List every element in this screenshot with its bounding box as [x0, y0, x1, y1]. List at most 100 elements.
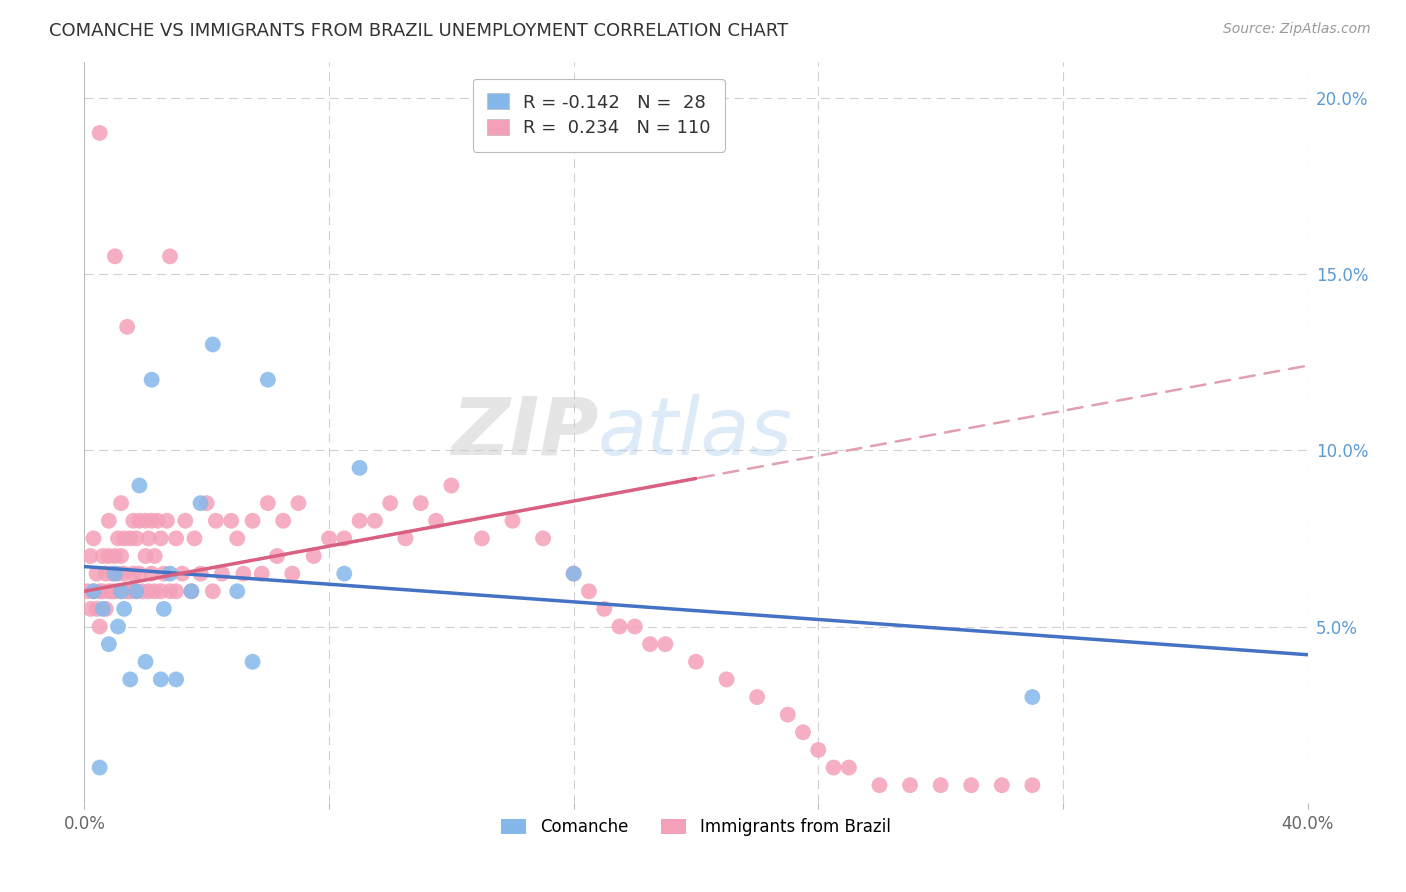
Point	[190, 496, 212, 510]
Point	[609, 619, 631, 633]
Point	[195, 496, 218, 510]
Point	[89, 126, 111, 140]
Point	[165, 584, 187, 599]
Point	[219, 514, 242, 528]
Point	[135, 655, 157, 669]
Point	[101, 584, 124, 599]
Point	[364, 514, 387, 528]
Point	[471, 532, 494, 546]
Point	[149, 673, 172, 687]
Point	[115, 584, 138, 599]
Point	[991, 778, 1014, 792]
Point	[165, 532, 187, 546]
Point	[593, 602, 616, 616]
Point	[143, 549, 166, 563]
Point	[110, 549, 132, 563]
Point	[112, 532, 135, 546]
Point	[97, 584, 120, 599]
Point	[138, 584, 160, 599]
Point	[122, 566, 145, 581]
Point	[153, 602, 176, 616]
Point	[153, 566, 176, 581]
Point	[638, 637, 661, 651]
Point	[960, 778, 983, 792]
Point	[79, 549, 101, 563]
Point	[211, 566, 233, 581]
Point	[94, 602, 117, 616]
Point	[110, 584, 132, 599]
Point	[97, 637, 120, 651]
Point	[107, 566, 129, 581]
Point	[141, 514, 163, 528]
Point	[776, 707, 799, 722]
Point	[394, 532, 416, 546]
Point	[180, 584, 202, 599]
Point	[869, 778, 891, 792]
Point	[232, 566, 254, 581]
Point	[125, 532, 148, 546]
Point	[747, 690, 769, 704]
Point	[562, 566, 585, 581]
Point	[104, 584, 127, 599]
Point	[120, 584, 142, 599]
Point	[380, 496, 402, 510]
Point	[333, 566, 356, 581]
Point	[91, 549, 114, 563]
Point	[110, 584, 132, 599]
Point	[349, 514, 371, 528]
Point	[89, 760, 111, 774]
Point	[898, 778, 921, 792]
Point	[624, 619, 647, 633]
Point	[792, 725, 814, 739]
Point	[172, 566, 194, 581]
Point	[409, 496, 432, 510]
Point	[104, 249, 127, 263]
Point	[425, 514, 447, 528]
Point	[242, 514, 264, 528]
Point	[318, 532, 340, 546]
Point	[174, 514, 197, 528]
Point	[135, 514, 157, 528]
Point	[159, 249, 181, 263]
Point	[112, 566, 135, 581]
Text: COMANCHE VS IMMIGRANTS FROM BRAZIL UNEMPLOYMENT CORRELATION CHART: COMANCHE VS IMMIGRANTS FROM BRAZIL UNEMP…	[49, 22, 789, 40]
Point	[128, 566, 150, 581]
Point	[83, 584, 105, 599]
Point	[135, 549, 157, 563]
Point	[201, 337, 224, 351]
Point	[201, 584, 224, 599]
Point	[131, 584, 153, 599]
Point	[838, 760, 860, 774]
Point	[94, 566, 117, 581]
Point	[156, 514, 179, 528]
Point	[122, 514, 145, 528]
Point	[531, 532, 554, 546]
Point	[266, 549, 288, 563]
Point	[807, 743, 830, 757]
Point	[654, 637, 676, 651]
Text: Source: ZipAtlas.com: Source: ZipAtlas.com	[1223, 22, 1371, 37]
Point	[165, 673, 187, 687]
Point	[97, 549, 120, 563]
Legend: Comanche, Immigrants from Brazil: Comanche, Immigrants from Brazil	[495, 811, 897, 843]
Point	[578, 584, 600, 599]
Point	[115, 319, 138, 334]
Point	[146, 514, 169, 528]
Point	[271, 514, 294, 528]
Point	[1021, 778, 1043, 792]
Point	[76, 584, 98, 599]
Point	[149, 532, 172, 546]
Point	[86, 566, 108, 581]
Point	[562, 566, 585, 581]
Text: ZIP: ZIP	[451, 393, 598, 472]
Point	[138, 532, 160, 546]
Point	[250, 566, 273, 581]
Point	[141, 373, 163, 387]
Point	[128, 514, 150, 528]
Point	[333, 532, 356, 546]
Point	[79, 602, 101, 616]
Point	[929, 778, 952, 792]
Point	[257, 373, 280, 387]
Point	[149, 584, 172, 599]
Text: atlas: atlas	[598, 393, 793, 472]
